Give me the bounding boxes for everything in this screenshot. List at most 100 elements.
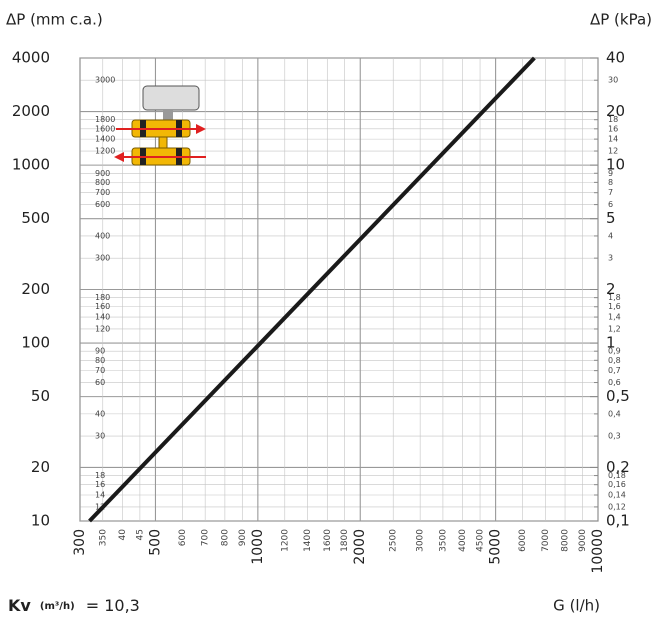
y2-axis-title: ΔP (kPa) xyxy=(590,11,652,29)
y2-tick-label-minor: 8 xyxy=(608,178,613,187)
y2-tick-label-minor: 1,4 xyxy=(608,313,621,322)
y-tick-label: 10 xyxy=(31,512,50,530)
x-tick-label-minor: 2500 xyxy=(389,529,399,552)
valve-icon xyxy=(114,85,206,166)
y-tick-label-minor: 800 xyxy=(95,178,110,187)
x-tick-label-minor: 600 xyxy=(178,529,188,546)
y2-tick-label-minor: 14 xyxy=(608,135,618,144)
y-tick-label-minor: 14 xyxy=(95,490,105,499)
y-tick-label: 500 xyxy=(21,209,50,227)
x-tick-label-minor: 800 xyxy=(220,529,230,546)
y-tick-label-minor: 70 xyxy=(95,366,105,375)
y2-tick-label-minor: 9 xyxy=(608,169,613,178)
arrow-head xyxy=(114,152,124,162)
x-tick-label-minor: 3500 xyxy=(438,529,448,552)
y2-tick-label: 2 xyxy=(606,280,616,298)
y2-tick-label: 5 xyxy=(606,209,616,227)
y-tick-label-minor: 1400 xyxy=(95,135,115,144)
stem xyxy=(163,110,173,120)
y-tick-label-minor: 1800 xyxy=(95,115,115,124)
y2-tick-label-minor: 0,16 xyxy=(608,480,626,489)
y-tick-label: 50 xyxy=(31,387,50,405)
y-tick-label-minor: 1600 xyxy=(95,124,115,133)
x-tick-label-minor: 7000 xyxy=(541,529,551,552)
x-tick-label-minor: 45 xyxy=(135,529,145,540)
kv-symbol: Kv xyxy=(8,596,31,615)
y2-tick-label: 40 xyxy=(606,49,625,67)
x-tick-label-minor: 1400 xyxy=(303,529,313,552)
y-tick-label-minor: 30 xyxy=(95,432,105,441)
bypass xyxy=(158,136,168,149)
y2-tick-label: 10 xyxy=(606,156,625,174)
y2-tick-label-minor: 0,14 xyxy=(608,490,626,499)
y-tick-label-minor: 600 xyxy=(95,200,110,209)
x-tick-label-minor: 1800 xyxy=(340,529,350,552)
y-tick-label: 2000 xyxy=(12,102,50,120)
y2-tick-label-minor: 0,3 xyxy=(608,432,621,441)
x-tick-label-minor: 700 xyxy=(201,529,211,546)
x-tick-label-minor: 3000 xyxy=(416,529,426,552)
x-tick-label-minor: 4000 xyxy=(458,529,468,552)
arrow-head xyxy=(196,124,206,134)
x-tick-label-minor: 4500 xyxy=(476,529,486,552)
x-tick-label-minor: 1600 xyxy=(323,529,333,552)
y2-tick-label-minor: 1,2 xyxy=(608,324,621,333)
y2-tick-label: 0,5 xyxy=(606,387,630,405)
y2-tick-label-minor: 0,9 xyxy=(608,347,621,356)
y-tick-label-minor: 18 xyxy=(95,471,105,480)
y-tick-label: 4000 xyxy=(12,49,50,67)
y2-tick-label-minor: 4 xyxy=(608,231,613,240)
y2-tick-label: 1 xyxy=(606,334,616,352)
y-tick-label-minor: 3000 xyxy=(95,76,115,85)
x-tick-label-minor: 350 xyxy=(98,529,108,546)
y-tick-label-minor: 1200 xyxy=(95,147,115,156)
y2-tick-label-minor: 12 xyxy=(608,147,618,156)
y-tick-label-minor: 40 xyxy=(95,409,105,418)
x-tick-label-minor: 900 xyxy=(238,529,248,546)
y2-tick-label-minor: 0,7 xyxy=(608,366,621,375)
x-axis-title: G (l/h) xyxy=(553,597,600,615)
y2-tick-label-minor: 0,6 xyxy=(608,378,621,387)
y-tick-label: 1000 xyxy=(12,156,50,174)
y2-tick-label: 0,2 xyxy=(606,458,630,476)
y-tick-label-minor: 180 xyxy=(95,293,110,302)
actuator xyxy=(142,85,200,111)
kv-value: = 10,3 xyxy=(86,596,140,615)
y-tick-label-minor: 700 xyxy=(95,188,110,197)
x-tick-label-minor: 40 xyxy=(118,529,128,541)
kv-note: Kv (m³/h) = 10,3 xyxy=(8,596,140,615)
y2-tick-label-minor: 16 xyxy=(608,124,618,133)
x-tick-label: 5000 xyxy=(488,529,504,565)
y-tick-label-minor: 900 xyxy=(95,169,110,178)
x-tick-label: 1000 xyxy=(250,529,266,565)
x-tick-label: 300 xyxy=(72,529,88,556)
y-tick-label-minor: 90 xyxy=(95,347,105,356)
y2-tick-label-minor: 0,18 xyxy=(608,471,626,480)
y2-tick-label-minor: 0,12 xyxy=(608,502,626,511)
y2-tick-label-minor: 1,8 xyxy=(608,293,621,302)
y2-tick-label-minor: 3 xyxy=(608,254,613,263)
x-tick-label-minor: 1200 xyxy=(280,529,290,552)
x-tick-label-minor: 6000 xyxy=(518,529,528,552)
y2-tick-label-minor: 18 xyxy=(608,115,618,124)
y2-tick-label: 0,1 xyxy=(606,512,630,530)
y-tick-label-minor: 120 xyxy=(95,324,110,333)
y-tick-label: 100 xyxy=(21,334,50,352)
y2-tick-label: 20 xyxy=(606,102,625,120)
x-tick-label: 10000 xyxy=(590,529,606,574)
x-tick-label: 500 xyxy=(147,529,163,556)
data-line xyxy=(88,56,536,523)
kv-unit: (m³/h) xyxy=(40,601,75,612)
y-tick-label: 200 xyxy=(21,280,50,298)
y2-tick-label-minor: 1,6 xyxy=(608,302,621,311)
y2-tick-label-minor: 30 xyxy=(608,76,618,85)
y-tick-label-minor: 80 xyxy=(95,356,105,365)
x-tick-label-minor: 8000 xyxy=(561,529,571,552)
x-tick-label: 2000 xyxy=(352,529,368,565)
y-tick-label-minor: 16 xyxy=(95,480,105,489)
y2-tick-label-minor: 6 xyxy=(608,200,613,209)
y-tick-label-minor: 140 xyxy=(95,313,110,322)
y-tick-label-minor: 12 xyxy=(95,502,105,511)
